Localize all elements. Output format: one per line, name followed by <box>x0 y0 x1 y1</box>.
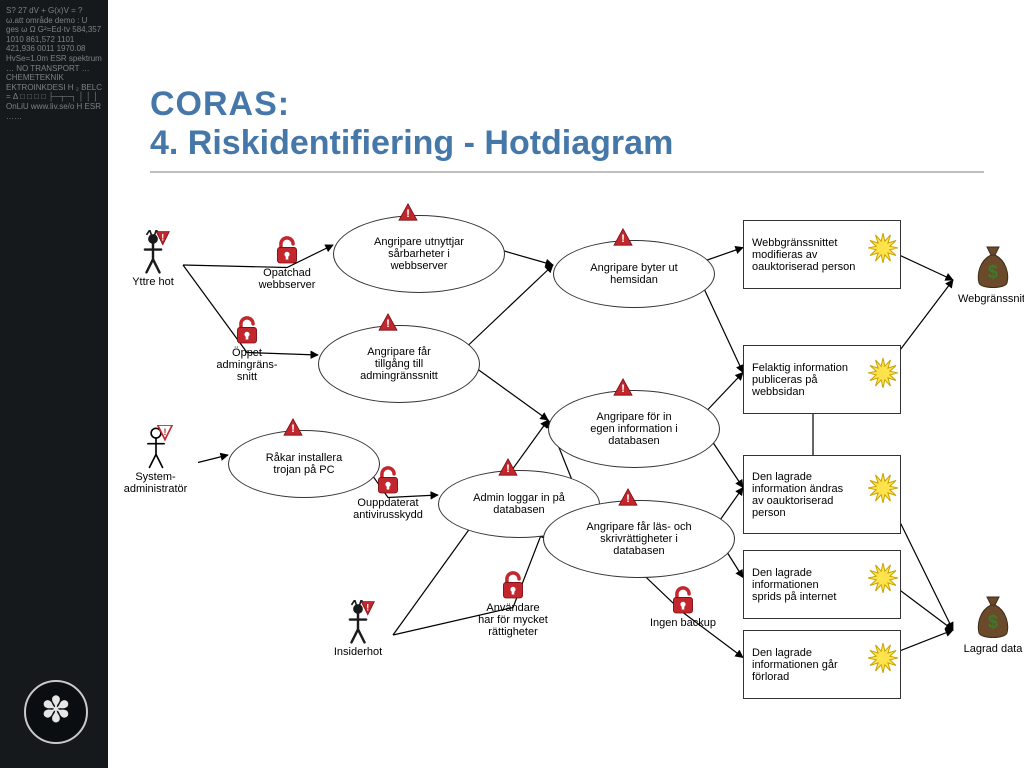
svg-text:!: ! <box>626 493 630 505</box>
sidebar: S? 27 dV + G(x)V = ? ω.att område demo :… <box>0 0 108 768</box>
impact-star-icon <box>868 473 898 503</box>
svg-text:!: ! <box>161 233 164 243</box>
node-label: Angripare får läs- ochskrivrättigheter i… <box>586 521 691 557</box>
node-n1: ! Yttre hot <box>123 230 183 288</box>
node-s1: Angripare utnyttjarsårbarheter iwebbserv… <box>333 215 505 293</box>
svg-text:!: ! <box>621 383 625 395</box>
node-label: System-administratör <box>113 471 198 495</box>
title-line-2: 4. Riskidentifiering - Hotdiagram <box>150 124 984 163</box>
node-s7: Angripare får läs- ochskrivrättigheter i… <box>543 500 735 578</box>
warning-icon: ! <box>398 203 414 219</box>
node-label: Felaktig informationpubliceras påwebbsid… <box>752 362 848 398</box>
title-rule <box>150 171 984 173</box>
node-label: Angripare utnyttjarsårbarheter iwebbserv… <box>374 236 464 272</box>
svg-text:!: ! <box>621 233 625 245</box>
svg-text:$: $ <box>988 262 998 282</box>
page-title: CORAS: 4. Riskidentifiering - Hotdiagram <box>150 85 984 173</box>
impact-star-icon <box>868 233 898 263</box>
impact-star-icon <box>868 563 898 593</box>
node-a2: $ Lagrad data <box>953 595 1024 655</box>
node-label: Råkar installeratrojan på PC <box>266 452 342 476</box>
title-line-1: CORAS: <box>150 85 984 124</box>
node-label: Angripare för inegen information idataba… <box>590 411 677 447</box>
node-s4: Råkar installeratrojan på PC <box>228 430 380 498</box>
university-logo-seal <box>24 680 88 744</box>
node-v4: Användarehar för mycketrättigheter <box>468 570 558 638</box>
node-n3: ! Insiderhot <box>323 600 393 658</box>
node-n2: ! System-administratör <box>113 425 198 495</box>
svg-text:$: $ <box>988 612 998 632</box>
node-label: Den lagradeinformationen gårförlorad <box>752 647 838 683</box>
impact-star-icon <box>868 358 898 388</box>
node-label: Den lagradeinformationensprids på intern… <box>752 567 836 603</box>
svg-text:!: ! <box>163 427 166 437</box>
node-label: Ingen backup <box>643 617 723 629</box>
warning-icon: ! <box>618 488 634 504</box>
edge-n2-s4 <box>198 455 228 463</box>
threat-diagram: ! Yttre hot ! System-administratör ! Ins… <box>108 200 1024 720</box>
svg-text:!: ! <box>386 318 390 330</box>
node-label: Lagrad data <box>953 643 1024 655</box>
node-label: Den lagradeinformation ändrasav oauktori… <box>752 471 843 519</box>
node-v1: Opatchadwebbserver <box>248 235 326 291</box>
node-s6: Angripare för inegen information idataba… <box>548 390 720 468</box>
node-label: Webgränssnitt <box>953 293 1024 305</box>
svg-text:!: ! <box>506 463 510 475</box>
node-label: Yttre hot <box>123 276 183 288</box>
warning-icon: ! <box>613 228 629 244</box>
node-v5: Ingen backup <box>643 585 723 629</box>
node-a1: $ Webgränssnitt <box>953 245 1024 305</box>
warning-icon: ! <box>498 458 514 474</box>
svg-text:!: ! <box>291 423 295 435</box>
node-label: Användarehar för mycketrättigheter <box>468 602 558 638</box>
warning-icon: ! <box>613 378 629 394</box>
node-label: Öppetadmingräns-snitt <box>208 347 286 383</box>
node-s3: Angripare byter uthemsidan <box>553 240 715 308</box>
node-s2: Angripare fårtillgång tilladmingränssnit… <box>318 325 480 403</box>
node-label: Admin loggar in pådatabasen <box>473 492 565 516</box>
sidebar-chalkboard: S? 27 dV + G(x)V = ? ω.att område demo :… <box>0 0 108 768</box>
node-label: Angripare fårtillgång tilladmingränssnit… <box>360 346 438 382</box>
svg-text:!: ! <box>366 603 369 613</box>
node-label: Ouppdateratantivirusskydd <box>343 497 433 521</box>
warning-icon: ! <box>283 418 299 434</box>
node-label: Webbgränssnittetmodifieras avoauktoriser… <box>752 237 855 273</box>
warning-icon: ! <box>378 313 394 329</box>
impact-star-icon <box>868 643 898 673</box>
node-label: Opatchadwebbserver <box>248 267 326 291</box>
node-v2: Öppetadmingräns-snitt <box>208 315 286 383</box>
svg-text:!: ! <box>406 208 410 220</box>
node-label: Insiderhot <box>323 646 393 658</box>
node-label: Angripare byter uthemsidan <box>590 262 677 286</box>
